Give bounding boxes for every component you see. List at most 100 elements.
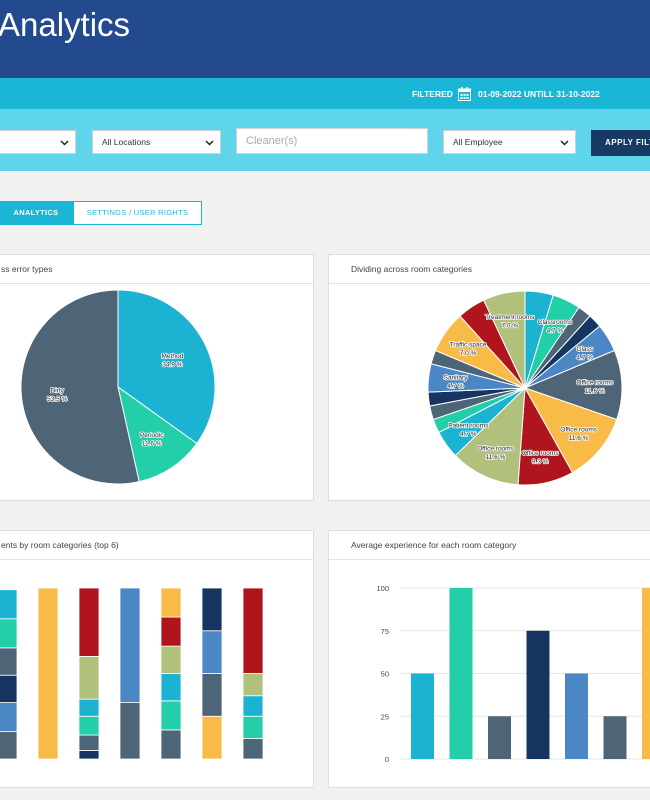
tab-analytics[interactable]: ANALYTICS <box>0 201 73 225</box>
bar-segment <box>78 734 100 751</box>
slice-value-label: 7.0 % <box>501 322 518 329</box>
bar <box>565 673 588 759</box>
bar-segment <box>0 618 18 649</box>
bar-segment <box>119 702 141 760</box>
slice-label: Office rooms <box>576 380 613 387</box>
chevron <box>60 140 69 146</box>
card: Dividing across room categories Classroo… <box>328 254 650 501</box>
tab-settings[interactable]: SETTINGS / USER RIGHTS <box>73 201 202 225</box>
chart: 0 25 50 75 100 <box>376 584 650 764</box>
bar <box>603 716 627 759</box>
bar-segment <box>160 645 182 674</box>
slice-label: Classrooms <box>538 319 573 326</box>
filtered-label: FILTERED <box>412 89 453 99</box>
slice-value-label: 11.6 % <box>569 435 589 442</box>
chevron <box>205 140 214 146</box>
calendar-icon <box>458 87 471 101</box>
bar-segment <box>78 656 100 700</box>
bar-segment <box>160 700 182 731</box>
bar-segment <box>201 587 223 632</box>
bar-segment <box>0 589 18 620</box>
input-cleaners[interactable]: Cleaner(s) <box>236 128 428 154</box>
card-title: Dividing across room categories <box>329 255 650 284</box>
pie-slice <box>454 386 526 486</box>
slice-label: Periodic <box>140 432 164 439</box>
pie-slice <box>523 387 618 474</box>
date-range: 01-09-2022 UNTILL 31-10-2022 <box>478 89 600 99</box>
pie-slice <box>523 349 623 421</box>
slice-label: Glass <box>576 346 593 353</box>
y-tick-label: 0 <box>385 755 389 764</box>
card-title: ents by room categories (top 6) <box>0 531 313 560</box>
slice-label: Traffic space <box>450 342 487 349</box>
bar-segment <box>242 715 264 739</box>
bar-segment <box>0 731 18 760</box>
card-title: Average experience for each room categor… <box>329 531 650 560</box>
bar-segment <box>160 673 182 702</box>
y-tick-label: 50 <box>381 670 389 679</box>
filter-status-bar: FILTERED 01-09-2022 UNTILL 31-10-2022 <box>0 78 650 109</box>
bar-segment <box>37 587 59 760</box>
card: ss error types Method 34.9 % Periodic 11.6 … <box>0 254 314 501</box>
bar <box>411 673 434 759</box>
card: Average experience for each room categor… <box>328 530 650 788</box>
pie-slice <box>117 289 216 445</box>
bar-segment <box>119 587 141 703</box>
select-locations[interactable]: All Locations <box>92 130 221 154</box>
slice-label: Dirty <box>51 388 65 395</box>
apply-button[interactable]: APPLY FILT <box>591 130 650 156</box>
slice-label: Office rooms <box>477 445 514 452</box>
slice-value-label: 34.9 % <box>162 362 182 369</box>
bar-segment <box>160 587 182 618</box>
slice-value-label: 4.7 % <box>576 354 593 361</box>
bar-segment <box>242 587 264 674</box>
pie-slice <box>483 290 526 389</box>
bar-segment <box>201 630 223 674</box>
bar-segment <box>160 616 182 647</box>
chart <box>0 587 264 760</box>
header: Analytics <box>0 0 650 78</box>
slice-value-label: 7.0 % <box>460 350 477 357</box>
bar <box>449 588 473 759</box>
card-title: ss error types <box>0 255 313 284</box>
y-tick-label: 100 <box>376 584 389 593</box>
select-employee[interactable]: All Employee <box>443 130 576 154</box>
bar-segment <box>0 674 18 703</box>
bar-segment <box>0 702 18 733</box>
slice-value-label: 9.3 % <box>532 459 549 466</box>
slice-value-label: 4.7 % <box>547 327 564 334</box>
bar <box>642 588 650 759</box>
y-tick-label: 25 <box>381 712 389 721</box>
bar-segment <box>242 738 264 760</box>
slice-value-label: 4.7 % <box>447 383 464 390</box>
slice-value-label: 11.6 % <box>142 440 162 447</box>
slice-label: Sanitary <box>444 375 469 382</box>
slice-value-label: 11.6 % <box>486 454 506 461</box>
bar-segment <box>201 673 223 717</box>
bar-segment <box>78 750 100 760</box>
card: ents by room categories (top 6) <box>0 530 314 788</box>
select-first[interactable] <box>0 130 76 154</box>
slice-label: Patient rooms <box>448 423 489 430</box>
bar <box>488 716 511 759</box>
pie-slice <box>117 385 198 483</box>
bar-segment <box>201 715 223 760</box>
slice-value-label: 4.7 % <box>460 431 477 438</box>
bar-segment <box>78 698 100 717</box>
bar-segment <box>242 695 264 717</box>
slice-value-label: 53.5 % <box>47 396 67 403</box>
select-text: All Employee <box>453 137 503 147</box>
pie-slice <box>20 289 140 485</box>
page-title: Analytics <box>0 6 131 43</box>
slice-label: Office rooms <box>560 427 597 434</box>
slice-label: Office rooms <box>522 450 559 457</box>
bar-segment <box>160 729 182 760</box>
bar-segment <box>242 673 264 697</box>
slice-label: Method <box>162 353 184 360</box>
slice-value-label: 11.6 % <box>585 388 605 395</box>
input-placeholder: Cleaner(s) <box>246 135 298 147</box>
slice-label: Treatment rooms <box>485 314 535 321</box>
select-text: All Locations <box>102 137 151 147</box>
y-tick-label: 75 <box>381 627 389 636</box>
